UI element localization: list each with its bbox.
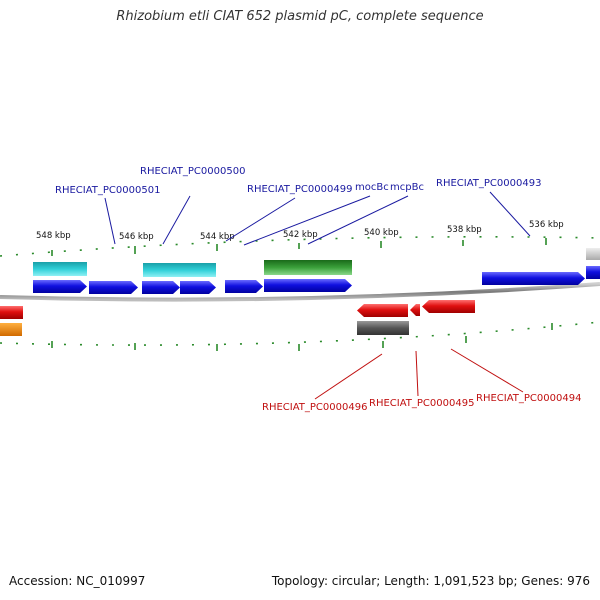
feature-orange-partial[interactable] <box>0 323 22 336</box>
gene-label-mcpbc[interactable]: mcpBc <box>390 182 424 193</box>
gene-label-pc0000493[interactable]: RHECIAT_PC0000493 <box>436 178 541 189</box>
tick-label-540: 540 kbp <box>364 228 399 238</box>
forward-label-leaders <box>104 191 531 246</box>
tick-label-546: 546 kbp <box>119 232 154 242</box>
reverse-cds-track <box>0 300 475 319</box>
feature-green[interactable] <box>264 260 352 275</box>
cds-forward[interactable] <box>180 281 216 294</box>
cds-forward[interactable] <box>225 280 263 293</box>
feature-track-lower <box>0 321 409 336</box>
sequence-stats-text: Topology: circular; Length: 1,091,523 bp… <box>271 574 590 588</box>
accession-text: Accession: NC_010997 <box>9 574 146 588</box>
tick-label-536: 536 kbp <box>529 220 564 230</box>
cds-forward[interactable] <box>264 279 352 292</box>
gene-label-pc0000495[interactable]: RHECIAT_PC0000495 <box>369 398 474 409</box>
gene-label-pc0000501[interactable]: RHECIAT_PC0000501 <box>55 185 160 196</box>
feature-grey-partial[interactable] <box>586 248 600 260</box>
tick-label-544: 544 kbp <box>200 232 235 242</box>
gene-label-pc0000494[interactable]: RHECIAT_PC0000494 <box>476 393 581 404</box>
feature-cyan[interactable] <box>33 262 87 276</box>
tick-label-548: 548 kbp <box>36 231 71 241</box>
tick-label-538: 538 kbp <box>447 225 482 235</box>
reverse-label-leaders <box>314 348 524 400</box>
inner-major-ticks <box>51 323 553 351</box>
gene-label-pc0000496[interactable]: RHECIAT_PC0000496 <box>262 402 367 413</box>
gene-label-pc0000500[interactable]: RHECIAT_PC0000500 <box>140 166 245 177</box>
cds-forward[interactable] <box>33 280 87 293</box>
cds-reverse[interactable] <box>357 304 408 317</box>
feature-grey[interactable] <box>357 321 409 335</box>
cds-forward[interactable] <box>89 281 138 294</box>
gene-label-pc0000499[interactable]: RHECIAT_PC0000499 <box>247 184 352 195</box>
cds-forward-partial[interactable] <box>586 266 600 279</box>
feature-track-upper <box>33 248 600 277</box>
cds-reverse[interactable] <box>410 304 420 316</box>
cds-reverse[interactable] <box>422 300 475 313</box>
plasmid-backbone <box>0 282 600 302</box>
feature-cyan[interactable] <box>143 263 216 277</box>
cds-reverse-partial[interactable] <box>0 306 23 319</box>
gene-label-mocbc[interactable]: mocBc <box>355 182 389 193</box>
cds-forward[interactable] <box>482 272 585 285</box>
map-title: Rhizobium etli CIAT 652 plasmid pC, comp… <box>116 9 484 24</box>
tick-label-542: 542 kbp <box>283 230 318 240</box>
cds-forward[interactable] <box>142 281 180 294</box>
inner-tick-ring <box>0 321 600 346</box>
outer-major-ticks <box>51 238 547 256</box>
forward-cds-track <box>33 266 600 294</box>
